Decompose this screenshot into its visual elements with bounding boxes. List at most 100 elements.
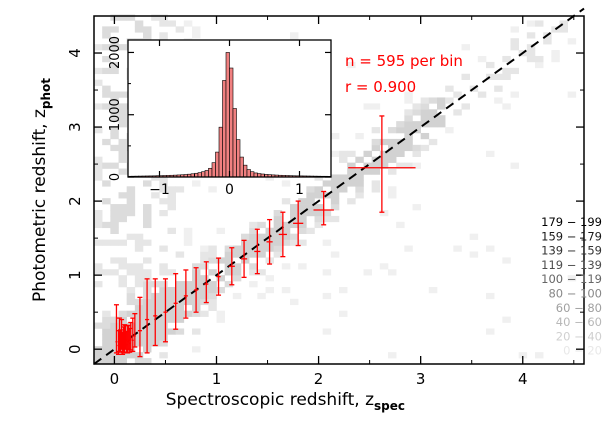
- density-cell: [347, 61, 356, 69]
- density-cell: [412, 162, 421, 169]
- binned-point: [228, 247, 235, 286]
- density-cell: [118, 109, 127, 116]
- density-cell: [477, 91, 487, 98]
- density-cell: [126, 192, 136, 199]
- density-cell: [159, 180, 168, 187]
- density-cell: [510, 26, 519, 33]
- density-cell: [249, 227, 258, 234]
- density-cell: [420, 103, 430, 110]
- density-cell: [249, 263, 258, 270]
- density-cell: [143, 358, 152, 365]
- density-cell: [241, 239, 250, 246]
- density-cell: [110, 328, 119, 335]
- density-cell: [290, 32, 299, 39]
- density-cell: [265, 286, 274, 294]
- density-cell: [110, 132, 119, 140]
- inset-y-tick-label: 1000: [108, 98, 123, 131]
- density-cell: [126, 209, 136, 217]
- density-cell: [379, 156, 389, 163]
- density-cell: [412, 144, 421, 152]
- density-cell: [175, 328, 185, 335]
- density-cell: [94, 269, 103, 276]
- x-axis-label: Spectroscopic redshift, zspec: [166, 390, 405, 413]
- density-cell: [437, 115, 446, 122]
- density-cell: [134, 20, 144, 27]
- density-cell: [469, 251, 479, 258]
- density-cell: [110, 227, 119, 234]
- density-cell: [183, 310, 193, 317]
- density-cell: [428, 121, 438, 128]
- density-cell: [420, 97, 430, 104]
- density-cell: [134, 269, 144, 276]
- density-cell: [355, 180, 364, 187]
- density-cell: [339, 156, 348, 163]
- density-cell: [167, 204, 176, 211]
- density-cell: [110, 61, 119, 69]
- density-cell: [159, 263, 168, 270]
- density-cell: [257, 269, 266, 276]
- density-cell: [118, 257, 127, 264]
- density-cell: [526, 55, 536, 63]
- density-cell: [118, 352, 127, 359]
- density-cell: [404, 127, 413, 134]
- density-cell: [159, 304, 168, 311]
- density-cell: [200, 263, 209, 270]
- density-cell: [330, 180, 340, 187]
- density-cell: [388, 269, 397, 276]
- density-cell: [143, 180, 152, 187]
- density-cell: [208, 286, 217, 294]
- density-cell: [167, 292, 176, 300]
- density-cell: [110, 340, 119, 347]
- binned-point: [254, 228, 261, 275]
- density-cell: [257, 245, 266, 252]
- density-cell: [200, 292, 209, 300]
- annotation-n: n = 595 per bin: [345, 52, 463, 70]
- legend-entry: 179 − 199: [541, 215, 602, 229]
- density-cell: [445, 127, 454, 134]
- density-cell: [94, 79, 103, 86]
- density-cell: [167, 298, 176, 306]
- binned-point: [293, 200, 304, 247]
- density-cell: [102, 346, 111, 353]
- density-cell: [110, 38, 119, 45]
- density-cell: [183, 227, 193, 234]
- inset-x-tick-label: −1: [149, 182, 170, 198]
- density-cell: [339, 186, 348, 193]
- density-cell: [208, 298, 217, 306]
- one-to-one-line: [93, 7, 585, 365]
- density-cell: [159, 14, 168, 21]
- density-cell: [118, 144, 127, 152]
- binned-point: [193, 267, 199, 313]
- density-cell: [486, 61, 495, 69]
- density-cell: [175, 286, 185, 294]
- density-cell: [102, 334, 111, 341]
- density-cell: [388, 150, 397, 157]
- density-cell: [298, 227, 307, 234]
- density-cell: [102, 310, 111, 317]
- density-cell: [143, 32, 152, 39]
- density-cell: [167, 316, 176, 323]
- density-cell: [526, 50, 536, 57]
- density-cell: [257, 239, 266, 246]
- density-cell: [281, 239, 291, 246]
- density-cell: [134, 233, 144, 240]
- density-cell: [216, 316, 225, 323]
- legend-entry: 80 − 100: [548, 287, 602, 301]
- density-cell: [110, 334, 119, 341]
- density-cell: [94, 263, 103, 270]
- density-cell: [167, 198, 176, 205]
- density-cell: [159, 32, 168, 39]
- binned-point: [216, 257, 222, 296]
- density-cell: [486, 150, 495, 157]
- density-cell: [371, 103, 381, 110]
- density-cell: [559, 20, 568, 27]
- density-cell: [167, 328, 176, 335]
- density-cell: [281, 198, 291, 205]
- density-cell: [102, 91, 111, 98]
- density-cell: [216, 310, 225, 317]
- density-cell: [159, 340, 168, 347]
- histogram-bar: [225, 52, 230, 178]
- density-cell: [339, 174, 348, 181]
- inset-histogram: −1 0 1 0 1000 2000: [108, 36, 332, 198]
- density-cell: [290, 209, 299, 217]
